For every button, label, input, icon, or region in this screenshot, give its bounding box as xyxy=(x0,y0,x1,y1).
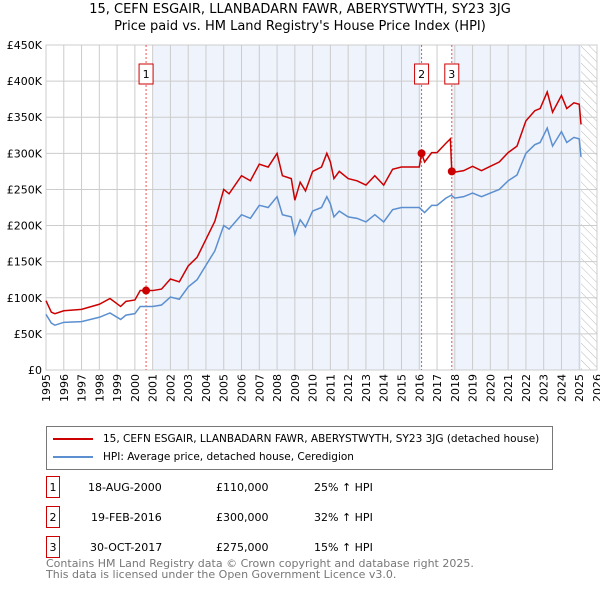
shaded-period xyxy=(152,45,422,370)
x-tick-label: 2017 xyxy=(431,374,444,402)
legend-item-property: 15, CEFN ESGAIR, LLANBADARN FAWR, ABERYS… xyxy=(53,431,539,447)
x-tick-label: 2001 xyxy=(147,374,160,402)
table-row: 1 18-AUG-2000 £110,000 25% ↑ HPI xyxy=(46,476,546,498)
plot-frame xyxy=(45,44,598,371)
sale-marker-label: 1 xyxy=(143,68,150,81)
sale-price: £300,000 xyxy=(216,510,269,524)
legend-swatch-blue xyxy=(53,456,93,458)
x-tick-label: 2009 xyxy=(289,374,302,402)
y-tick-label: £150K xyxy=(7,256,43,269)
x-tick-label: 2016 xyxy=(413,374,426,402)
price-chart: 1995 1996 1997 1998 1999 2000 2001 2002 2003 2004… xyxy=(7,39,600,402)
marker-badge: 2 xyxy=(46,506,60,528)
x-tick-label: 1996 xyxy=(58,374,71,402)
x-tick-label: 2025 xyxy=(573,374,586,402)
chart-subtitle: Price paid vs. HM Land Registry's House … xyxy=(114,19,486,34)
x-tick-label: 2018 xyxy=(449,374,462,402)
x-tick-label: 2010 xyxy=(307,374,320,402)
table-row: 2 19-FEB-2016 £300,000 32% ↑ HPI xyxy=(46,506,546,528)
sale-point xyxy=(142,286,151,295)
sale-date: 30-OCT-2017 xyxy=(90,540,163,554)
hpi-diff: 25% ↑ HPI xyxy=(314,480,373,494)
x-tick-label: 2005 xyxy=(218,374,231,402)
sale-date: 19-FEB-2016 xyxy=(91,510,162,524)
x-tick-label: 2012 xyxy=(342,374,355,402)
y-tick-label: £350K xyxy=(7,111,43,124)
x-tick-label: 2006 xyxy=(236,374,249,402)
y-tick-label: £200K xyxy=(7,220,43,233)
y-tick-label: £100K xyxy=(7,292,43,305)
footer-line: Contains HM Land Registry data © Crown c… xyxy=(46,557,474,570)
x-tick-label: 2002 xyxy=(164,374,177,402)
x-tick-label: 1995 xyxy=(40,374,53,402)
sale-marker-label: 3 xyxy=(448,68,455,81)
x-tick-label: 2023 xyxy=(538,374,551,402)
footer-line: This data is licensed under the Open Gov… xyxy=(46,568,397,581)
x-tick-label: 2013 xyxy=(360,374,373,402)
legend-label: HPI: Average price, detached house, Cere… xyxy=(103,451,354,463)
y-tick-label: £450K xyxy=(7,39,43,52)
hpi-diff: 15% ↑ HPI xyxy=(314,540,373,554)
x-tick-label: 1997 xyxy=(76,374,89,402)
sale-price: £275,000 xyxy=(216,540,269,554)
legend-item-hpi: HPI: Average price, detached house, Cere… xyxy=(53,449,354,465)
y-tick-label: £50K xyxy=(14,328,43,341)
property-price-line xyxy=(45,89,582,315)
x-tick-label: 1999 xyxy=(111,374,124,402)
x-tick-label: 2014 xyxy=(378,374,391,402)
x-tick-label: 2008 xyxy=(271,374,284,402)
x-tick-label: 2022 xyxy=(520,374,533,402)
y-tick-label: £300K xyxy=(7,147,43,160)
sale-marker-box xyxy=(414,63,430,85)
x-tick-label: 2000 xyxy=(129,374,142,402)
hpi-diff: 32% ↑ HPI xyxy=(314,510,373,524)
y-tick-label: £0 xyxy=(28,364,42,377)
x-tick-label: 2003 xyxy=(182,374,195,402)
hpi-line xyxy=(45,126,582,327)
sale-marker-label: 2 xyxy=(418,68,425,81)
legend: 15, CEFN ESGAIR, LLANBADARN FAWR, ABERYS… xyxy=(46,426,553,470)
sale-marker-box xyxy=(444,63,460,85)
x-tick-label: 2021 xyxy=(502,374,515,402)
chart-title: 15, CEFN ESGAIR, LLANBADARN FAWR, ABERYS… xyxy=(89,2,511,17)
sale-date: 18-AUG-2000 xyxy=(88,480,162,494)
x-tick-label: 2015 xyxy=(395,374,408,402)
x-tick-label: 2024 xyxy=(555,374,568,402)
footer: Contains HM Land Registry data © Crown c… xyxy=(46,558,474,580)
y-tick-label: £400K xyxy=(7,75,43,88)
marker-badge: 3 xyxy=(46,536,60,558)
legend-swatch-red xyxy=(53,438,93,440)
y-tick-label: £250K xyxy=(7,183,43,196)
x-tick-label: 2007 xyxy=(253,374,266,402)
legend-label: 15, CEFN ESGAIR, LLANBADARN FAWR, ABERYS… xyxy=(103,433,540,445)
x-tick-label: 2019 xyxy=(467,374,480,402)
sale-marker-box xyxy=(138,63,154,85)
marker-badge: 1 xyxy=(46,476,60,498)
x-tick-label: 2004 xyxy=(200,374,213,402)
x-tick-label: 2020 xyxy=(484,374,497,402)
table-row: 3 30-OCT-2017 £275,000 15% ↑ HPI xyxy=(46,536,546,558)
x-tick-label: 1998 xyxy=(93,374,106,402)
x-tick-label: 2026 xyxy=(591,374,600,402)
x-tick-label: 2011 xyxy=(324,374,337,402)
sale-price: £110,000 xyxy=(216,480,269,494)
sale-point xyxy=(447,167,456,176)
forecast-hatch xyxy=(581,45,597,370)
sale-point xyxy=(417,149,426,158)
